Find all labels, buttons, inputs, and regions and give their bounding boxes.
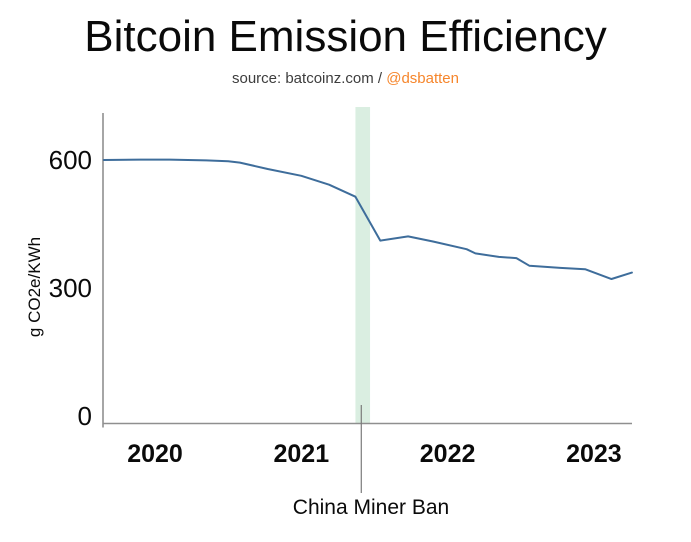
emission-line: [102, 158, 633, 280]
twitter-handle: @dsbatten: [386, 70, 459, 87]
china-ban-label: China Miner Ban: [292, 496, 450, 519]
x-tick-label: 2022: [419, 440, 476, 468]
y-tick-label: 0: [77, 401, 92, 431]
y-tick-label: 600: [48, 145, 92, 175]
x-tick-label: 2021: [273, 440, 330, 468]
x-tick-label: 2020: [127, 440, 183, 468]
source-text: source: batcoinz.com /: [231, 70, 387, 87]
y-tick-label: 300: [48, 273, 92, 303]
china-ban-band: [355, 107, 371, 424]
subtitle: source: batcoinz.com / @dsbatten: [0, 70, 691, 87]
page-title: Bitcoin Emission Efficiency: [84, 12, 607, 61]
x-tick-label: 2023: [566, 440, 622, 468]
